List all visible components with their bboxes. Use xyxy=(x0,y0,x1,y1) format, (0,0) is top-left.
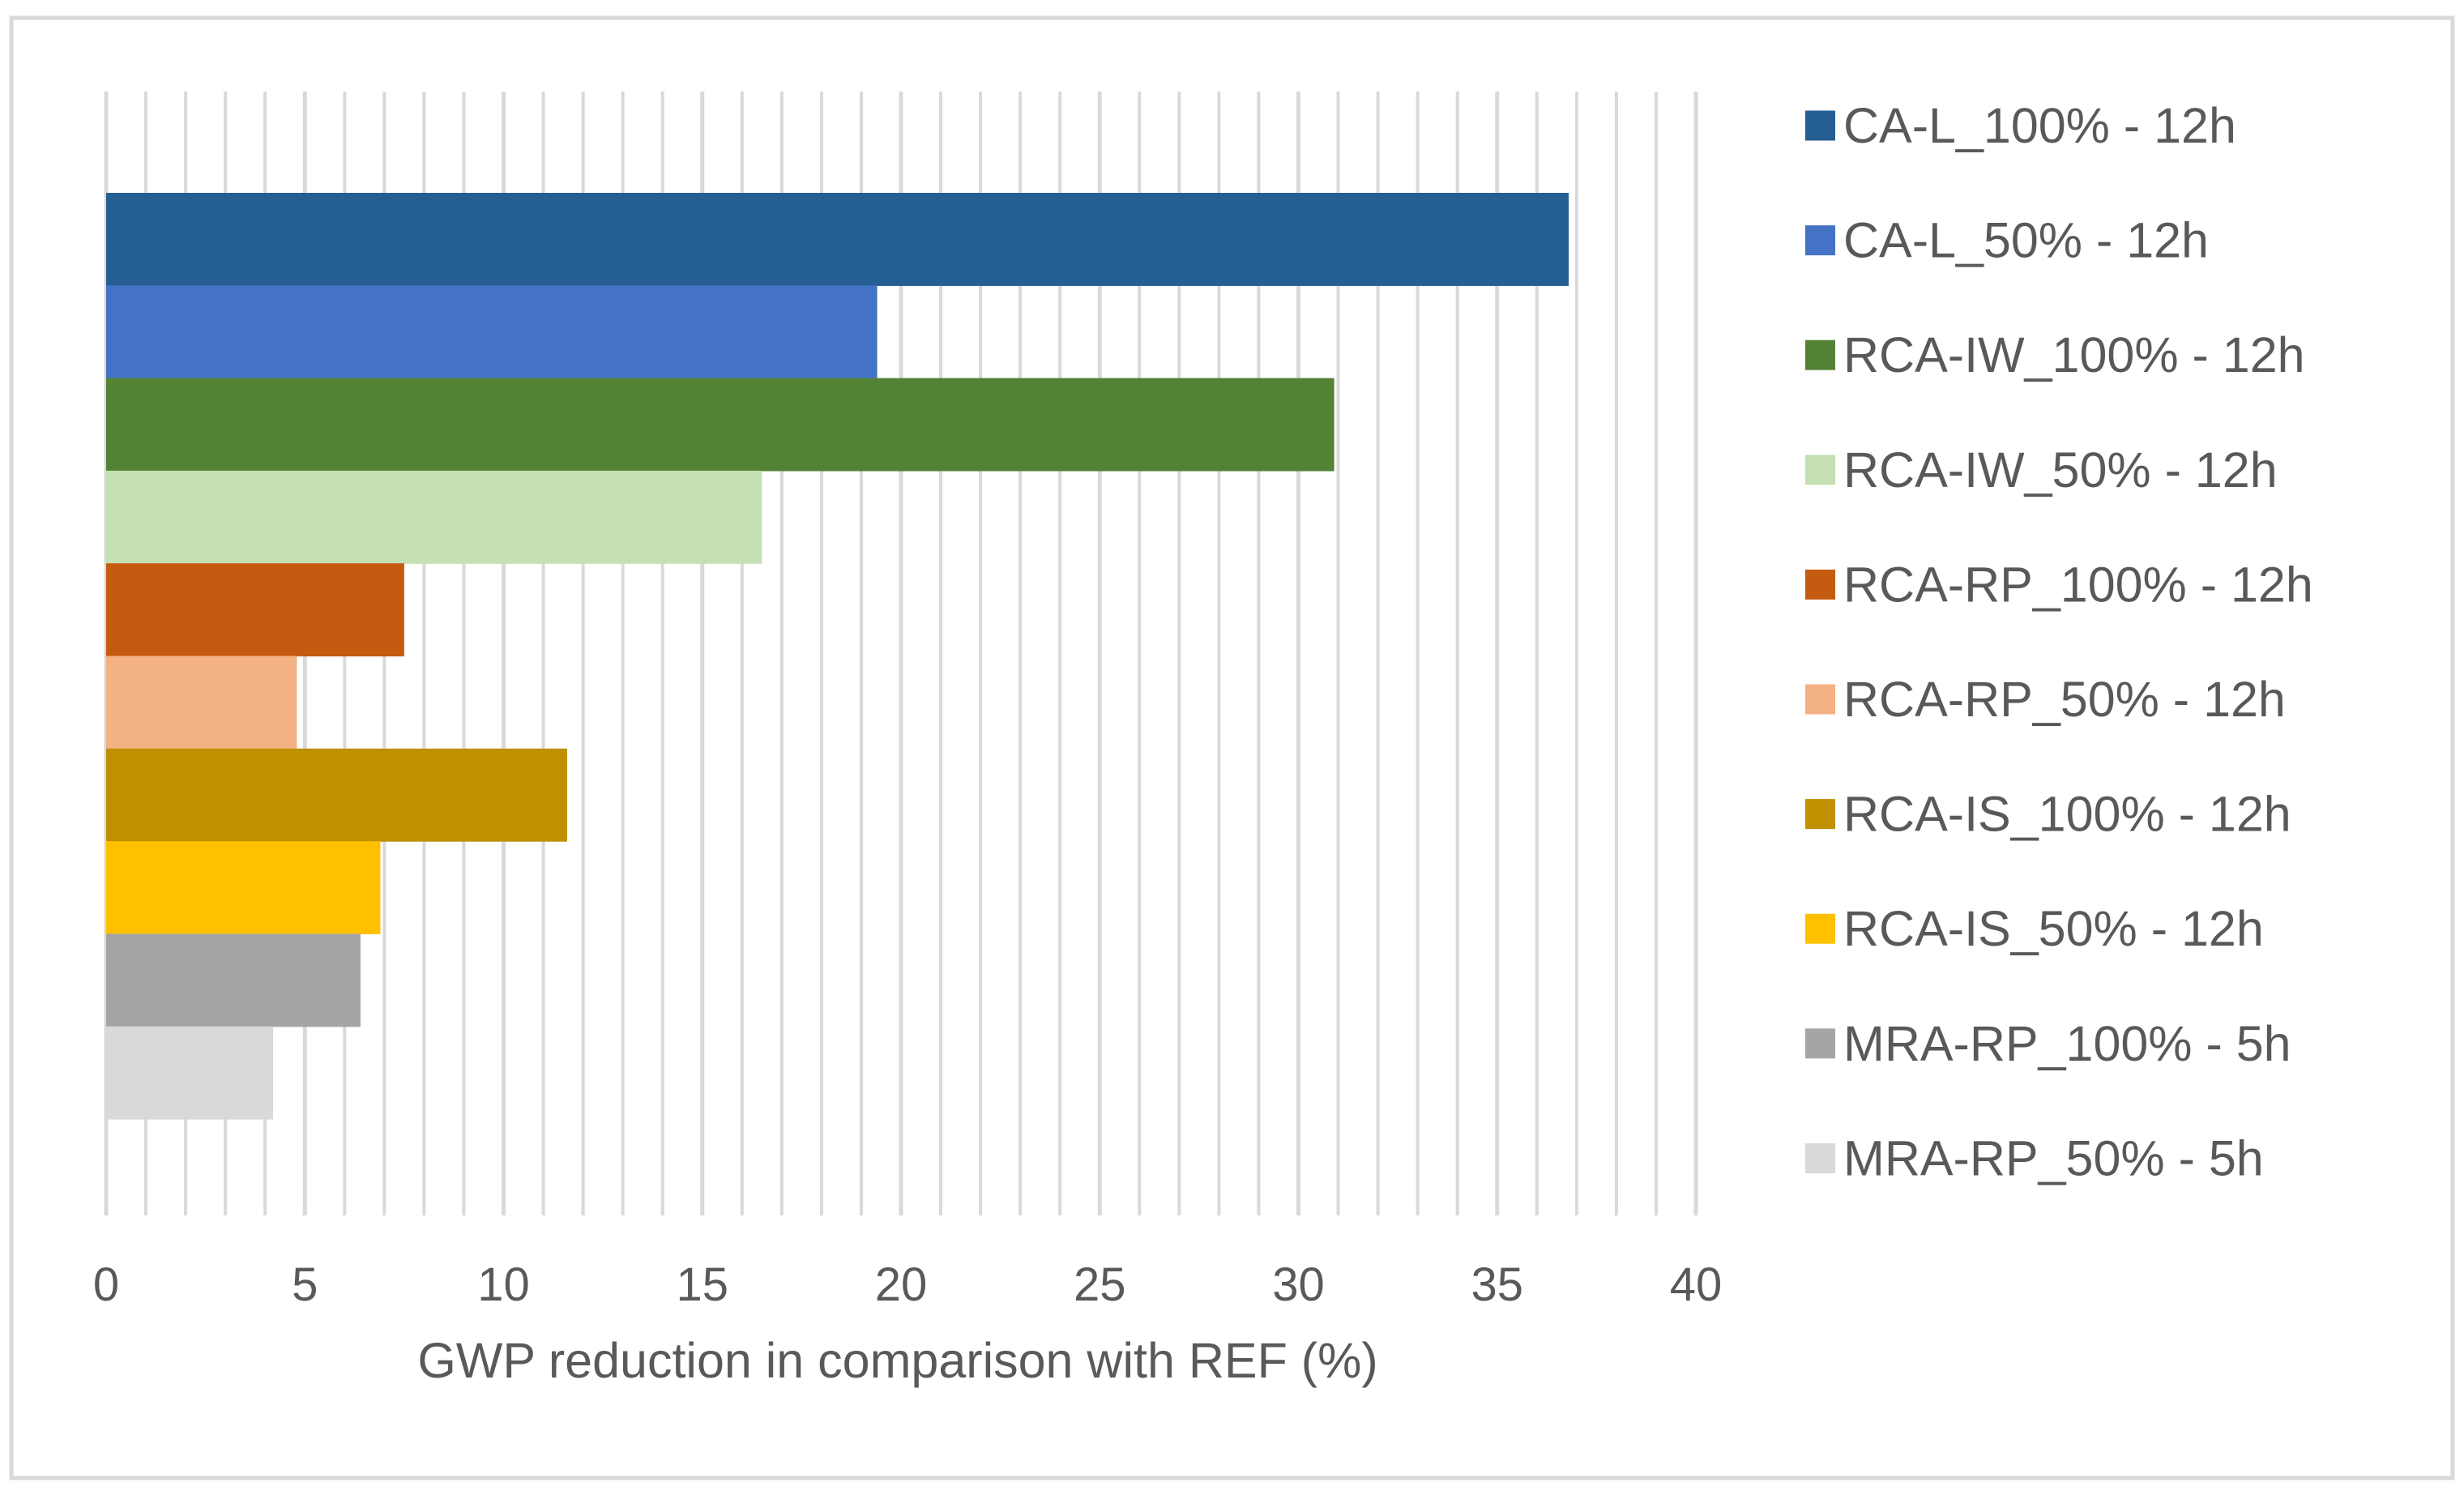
legend-swatch xyxy=(1805,913,1835,944)
legend-label: RCA-RP_100% - 12h xyxy=(1843,557,2313,612)
legend-swatch xyxy=(1805,225,1835,256)
legend-label: RCA-RP_50% - 12h xyxy=(1843,672,2286,727)
x-tick-label: 25 xyxy=(1074,1258,1126,1311)
x-tick-label: 20 xyxy=(875,1258,928,1311)
legend-label: CA-L_50% - 12h xyxy=(1843,213,2209,268)
legend-label: MRA-RP_100% - 5h xyxy=(1843,1016,2291,1071)
bar-10 xyxy=(106,1026,274,1120)
bar-9 xyxy=(106,933,361,1027)
legend-swatch xyxy=(1805,340,1835,370)
legend-swatch xyxy=(1805,110,1835,141)
x-tick-label: 15 xyxy=(676,1258,728,1311)
bar-2 xyxy=(106,285,878,379)
legend-swatch xyxy=(1805,455,1835,485)
bar-1 xyxy=(106,193,1569,286)
legend-label: RCA-IW_100% - 12h xyxy=(1843,327,2305,382)
legend-label: CA-L_100% - 12h xyxy=(1843,98,2236,153)
legend-swatch xyxy=(1805,569,1835,600)
x-tick-label: 5 xyxy=(292,1258,318,1311)
bar-3 xyxy=(106,378,1334,472)
x-axis-title: GWP reduction in comparison with REF (%) xyxy=(417,1333,1377,1388)
legend-label: RCA-IS_50% - 12h xyxy=(1843,901,2264,956)
bar-8 xyxy=(106,841,381,934)
legend-label: RCA-IS_100% - 12h xyxy=(1843,787,2291,842)
x-tick-label: 35 xyxy=(1471,1258,1523,1311)
x-axis-ticks: 0 5 10 15 20 25 30 35 40 xyxy=(93,1258,1722,1311)
bar-group xyxy=(106,193,1569,1120)
legend-label: RCA-IW_50% - 12h xyxy=(1843,442,2278,498)
legend-swatch xyxy=(1805,1143,1835,1173)
bar-7 xyxy=(106,748,567,842)
x-tick-label: 10 xyxy=(477,1258,530,1311)
x-tick-label: 40 xyxy=(1670,1258,1723,1311)
x-tick-label: 0 xyxy=(93,1258,119,1311)
legend-label: MRA-RP_50% - 5h xyxy=(1843,1130,2264,1185)
legend: CA-L_100% - 12h CA-L_50% - 12h RCA-IW_100%… xyxy=(1805,98,2313,1185)
bar-4 xyxy=(106,470,762,564)
legend-swatch xyxy=(1805,799,1835,830)
legend-swatch xyxy=(1805,1028,1835,1059)
x-tick-label: 30 xyxy=(1272,1258,1325,1311)
legend-swatch xyxy=(1805,684,1835,715)
bar-6 xyxy=(106,656,297,750)
bar-5 xyxy=(106,563,404,657)
